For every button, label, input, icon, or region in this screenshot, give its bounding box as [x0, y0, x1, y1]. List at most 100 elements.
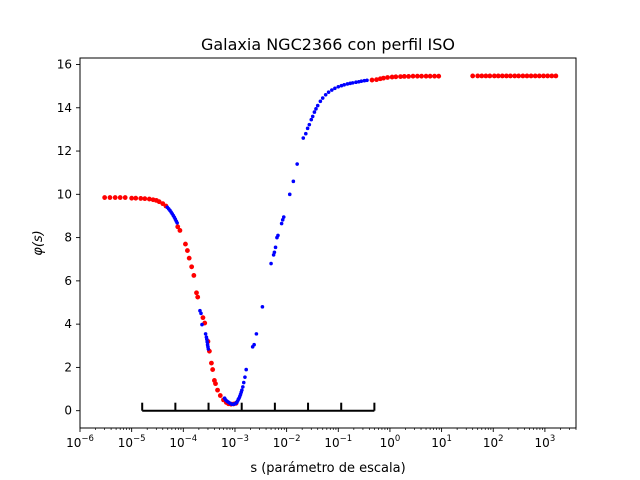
- blue-data-point: [309, 117, 314, 122]
- blue-data-point: [333, 86, 337, 91]
- red-data-point: [209, 360, 214, 366]
- blue-data-point: [244, 367, 249, 372]
- red-data-point: [536, 73, 542, 79]
- blue-data-point: [339, 83, 344, 88]
- blue-data-point: [200, 322, 204, 327]
- blue-data-point: [240, 388, 244, 392]
- y-tick-label: 6: [64, 274, 72, 288]
- red-data-point: [508, 73, 513, 79]
- red-data-point: [475, 73, 481, 79]
- blue-data-point: [359, 79, 364, 83]
- blue-data-point: [206, 347, 211, 351]
- blue-data-point: [305, 126, 310, 131]
- red-data-point: [470, 73, 476, 79]
- plot-area-frame: [79, 57, 577, 429]
- red-data-point: [133, 195, 139, 201]
- red-data-point: [385, 75, 390, 80]
- x-tick-label: 10−3: [221, 434, 249, 450]
- x-tick-label: 10−1: [324, 434, 352, 450]
- red-data-point: [381, 75, 386, 81]
- y-axis-label: φ(s): [31, 230, 46, 256]
- red-data-point: [524, 73, 530, 79]
- blue-data-point: [241, 385, 245, 389]
- blue-data-point: [205, 340, 209, 344]
- points-layer: [102, 73, 559, 407]
- blue-data-point: [345, 82, 350, 86]
- blue-data-point: [320, 96, 325, 100]
- blue-data-point: [241, 380, 246, 385]
- red-data-point: [432, 73, 437, 79]
- red-data-point: [393, 74, 399, 80]
- blue-data-point: [323, 92, 328, 97]
- blue-data-point: [273, 245, 278, 250]
- red-data-point: [504, 73, 509, 79]
- x-tick-label: 10−4: [169, 434, 197, 450]
- red-data-point: [177, 228, 183, 233]
- y-tick-label: 8: [64, 231, 72, 245]
- blue-data-point: [315, 103, 320, 108]
- y-tick-label: 0: [64, 404, 72, 418]
- red-data-point: [117, 195, 123, 200]
- blue-data-point: [303, 131, 308, 136]
- red-data-point: [183, 241, 188, 247]
- blue-data-point: [354, 80, 358, 85]
- red-data-point: [107, 195, 113, 200]
- blue-data-point: [318, 99, 323, 104]
- x-tick-label: 103: [535, 434, 556, 450]
- blue-data-point: [307, 122, 312, 127]
- red-data-point: [487, 73, 493, 79]
- red-data-point: [194, 290, 199, 296]
- red-data-point: [423, 73, 429, 79]
- blue-data-point: [280, 218, 285, 222]
- y-tick-label: 14: [57, 101, 72, 115]
- blue-data-point: [203, 332, 208, 336]
- y-tick-label: 12: [57, 144, 72, 158]
- red-data-point: [410, 73, 416, 79]
- blue-data-point: [301, 136, 306, 140]
- red-data-point: [532, 73, 538, 79]
- blue-data-point: [362, 78, 367, 83]
- red-data-point: [200, 315, 206, 321]
- red-data-point: [146, 196, 152, 202]
- x-tick-label: 100: [380, 434, 401, 450]
- blue-data-point: [326, 90, 331, 94]
- y-tick-label: 10: [57, 187, 72, 201]
- blue-data-point: [276, 233, 280, 238]
- blue-data-point: [291, 179, 296, 184]
- red-data-point: [479, 73, 485, 79]
- red-data-point: [499, 73, 505, 79]
- blue-data-point: [254, 332, 259, 336]
- red-data-point: [189, 264, 195, 270]
- red-data-point: [389, 74, 395, 80]
- red-data-point: [191, 273, 197, 278]
- red-data-point: [195, 294, 201, 300]
- red-data-point: [414, 73, 420, 79]
- y-tick-label: 2: [64, 360, 72, 374]
- blue-data-point: [295, 162, 299, 166]
- blue-data-point: [199, 311, 203, 316]
- blue-data-point: [312, 110, 317, 114]
- red-data-point: [156, 199, 162, 205]
- x-tick-label: 10−2: [273, 434, 301, 450]
- y-tick-label: 16: [57, 57, 72, 71]
- blue-data-point: [175, 221, 179, 225]
- red-data-point: [138, 196, 144, 201]
- x-axis: 10−6 10−5 10−4 10−3 10−2 10−1 100 101 102 103: [66, 428, 577, 450]
- red-data-point: [545, 73, 551, 79]
- red-data-point: [419, 73, 424, 79]
- blue-data-point: [336, 84, 341, 89]
- red-data-point: [541, 73, 546, 79]
- red-data-point: [549, 73, 555, 79]
- red-data-point: [553, 73, 559, 79]
- red-data-point: [401, 73, 407, 79]
- red-data-point: [102, 195, 108, 200]
- blue-data-point: [365, 78, 369, 83]
- red-data-point: [142, 196, 148, 202]
- bracket-layer: [141, 402, 376, 412]
- x-tick-label: 10−5: [118, 434, 146, 450]
- red-data-point: [520, 73, 526, 79]
- red-data-point: [175, 224, 181, 230]
- red-data-point: [369, 77, 375, 83]
